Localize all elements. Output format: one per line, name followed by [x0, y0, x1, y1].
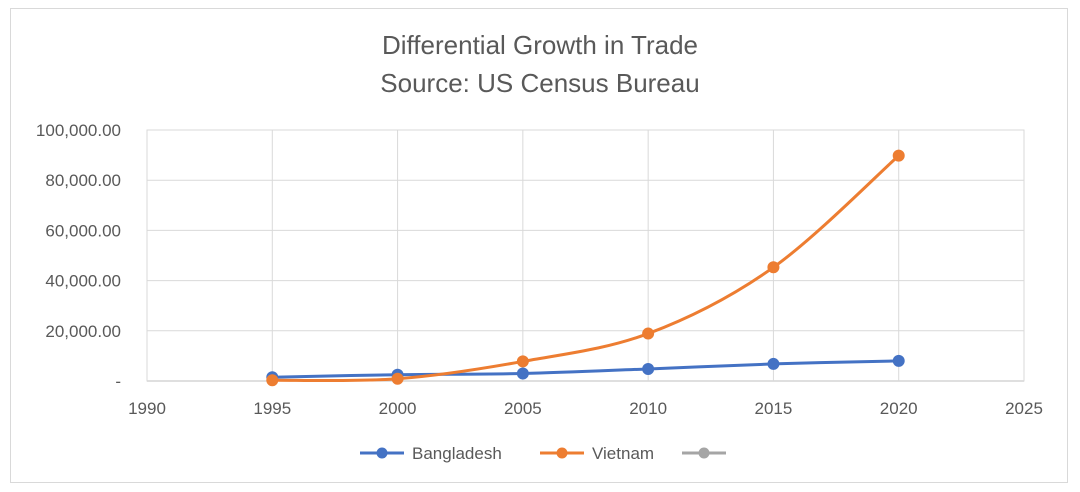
data-point-bangladesh [516, 367, 529, 380]
data-point-vietnam [892, 149, 905, 162]
series-line-bangladesh [272, 359, 899, 379]
legend-marker [556, 447, 568, 459]
y-tick-label: 40,000.00 [45, 272, 121, 291]
plot-area [146, 129, 1025, 382]
legend-marker [376, 447, 388, 459]
x-tick-label: 2025 [1005, 399, 1043, 418]
data-point-vietnam [767, 261, 780, 274]
legend-marker [698, 447, 710, 459]
legend-label: Vietnam [592, 444, 654, 463]
data-point-bangladesh [892, 354, 905, 367]
x-tick-label: 1990 [128, 399, 166, 418]
x-tick-label: 2000 [379, 399, 417, 418]
y-tick-label: 100,000.00 [36, 121, 121, 140]
chart-frame [10, 8, 1068, 483]
y-tick-label: - [115, 372, 121, 391]
y-tick-label: 60,000.00 [45, 221, 121, 240]
x-tick-label: 2010 [629, 399, 667, 418]
x-tick-label: 2005 [504, 399, 542, 418]
x-tick-label: 2015 [755, 399, 793, 418]
y-tick-label: 80,000.00 [45, 171, 121, 190]
data-point-bangladesh [642, 362, 655, 375]
data-point-bangladesh [767, 357, 780, 370]
data-point-vietnam [391, 372, 404, 385]
series-line-vietnam [272, 154, 900, 383]
chart-title: Differential Growth in Trade [382, 30, 698, 60]
data-point-vietnam [266, 374, 279, 387]
chart-subtitle: Source: US Census Bureau [380, 68, 700, 98]
data-point-vietnam [642, 327, 655, 340]
y-tick-label: 20,000.00 [45, 322, 121, 341]
x-tick-label: 1995 [253, 399, 291, 418]
legend-label: Bangladesh [412, 444, 502, 463]
data-point-vietnam [516, 355, 529, 368]
x-tick-label: 2020 [880, 399, 918, 418]
